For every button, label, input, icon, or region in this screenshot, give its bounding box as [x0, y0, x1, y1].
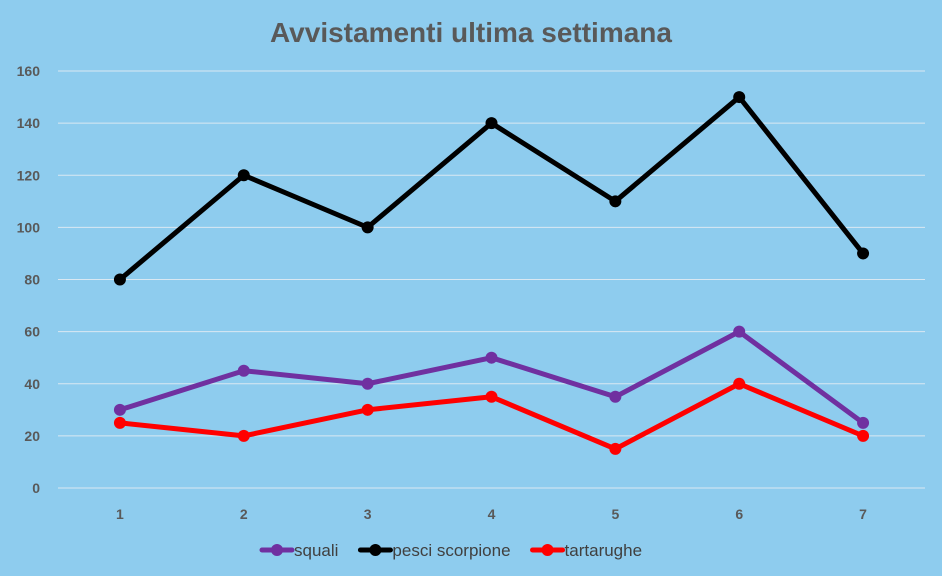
data-point	[113, 403, 126, 416]
y-tick-label: 120	[17, 167, 41, 183]
data-point	[733, 325, 746, 338]
x-tick-label: 7	[859, 506, 867, 522]
y-tick-label: 60	[24, 324, 40, 340]
data-point	[361, 221, 374, 234]
x-axis-ticks: 1 2 3 4 5 6 7	[116, 506, 867, 522]
data-point	[609, 442, 622, 455]
data-point	[113, 273, 126, 286]
chart-title: Avvistamenti ultima settimana	[270, 17, 672, 48]
x-tick-label: 6	[735, 506, 743, 522]
data-point	[857, 429, 870, 442]
legend-item: pesci scorpione	[357, 541, 511, 560]
data-point	[733, 91, 746, 104]
y-tick-label: 40	[24, 376, 40, 392]
legend-item: tartarughe	[530, 541, 643, 560]
x-tick-label: 5	[611, 506, 619, 522]
data-point	[733, 377, 746, 390]
data-point	[237, 364, 250, 377]
legend-marker	[541, 544, 554, 556]
legend-item: squali	[259, 541, 338, 560]
data-point	[857, 416, 870, 429]
y-tick-label: 160	[17, 63, 41, 79]
series-pesci-scorpione	[113, 91, 870, 286]
legend-label: tartarughe	[565, 541, 643, 560]
series-line	[117, 329, 866, 426]
data-point	[237, 169, 250, 182]
data-point	[485, 390, 498, 403]
data-point	[609, 390, 622, 403]
legend-label: pesci scorpione	[392, 541, 510, 560]
x-tick-label: 2	[240, 506, 248, 522]
y-tick-label: 100	[17, 219, 41, 235]
data-point	[361, 377, 374, 390]
y-tick-label: 80	[24, 272, 40, 288]
x-tick-label: 1	[116, 506, 124, 522]
data-point	[361, 403, 374, 416]
legend-marker	[369, 544, 382, 556]
legend-label: squali	[294, 541, 338, 560]
data-point	[485, 351, 498, 364]
y-tick-label: 140	[17, 115, 41, 131]
data-point	[237, 429, 250, 442]
gridlines	[58, 70, 925, 489]
y-tick-label: 0	[32, 480, 40, 496]
data-point	[609, 195, 622, 208]
data-point	[857, 247, 870, 260]
x-tick-label: 3	[364, 506, 372, 522]
legend: squali pesci scorpione tartarughe	[259, 541, 643, 560]
x-tick-label: 4	[488, 506, 496, 522]
legend-marker	[271, 544, 283, 556]
y-tick-label: 20	[24, 428, 40, 444]
series-squali	[113, 325, 870, 429]
data-point	[485, 117, 498, 130]
series-group	[113, 91, 870, 455]
series-tartarughe	[113, 377, 870, 455]
y-axis-ticks: 0 20 40 60 80 100 120 140 160	[17, 63, 41, 496]
data-point	[113, 416, 126, 429]
